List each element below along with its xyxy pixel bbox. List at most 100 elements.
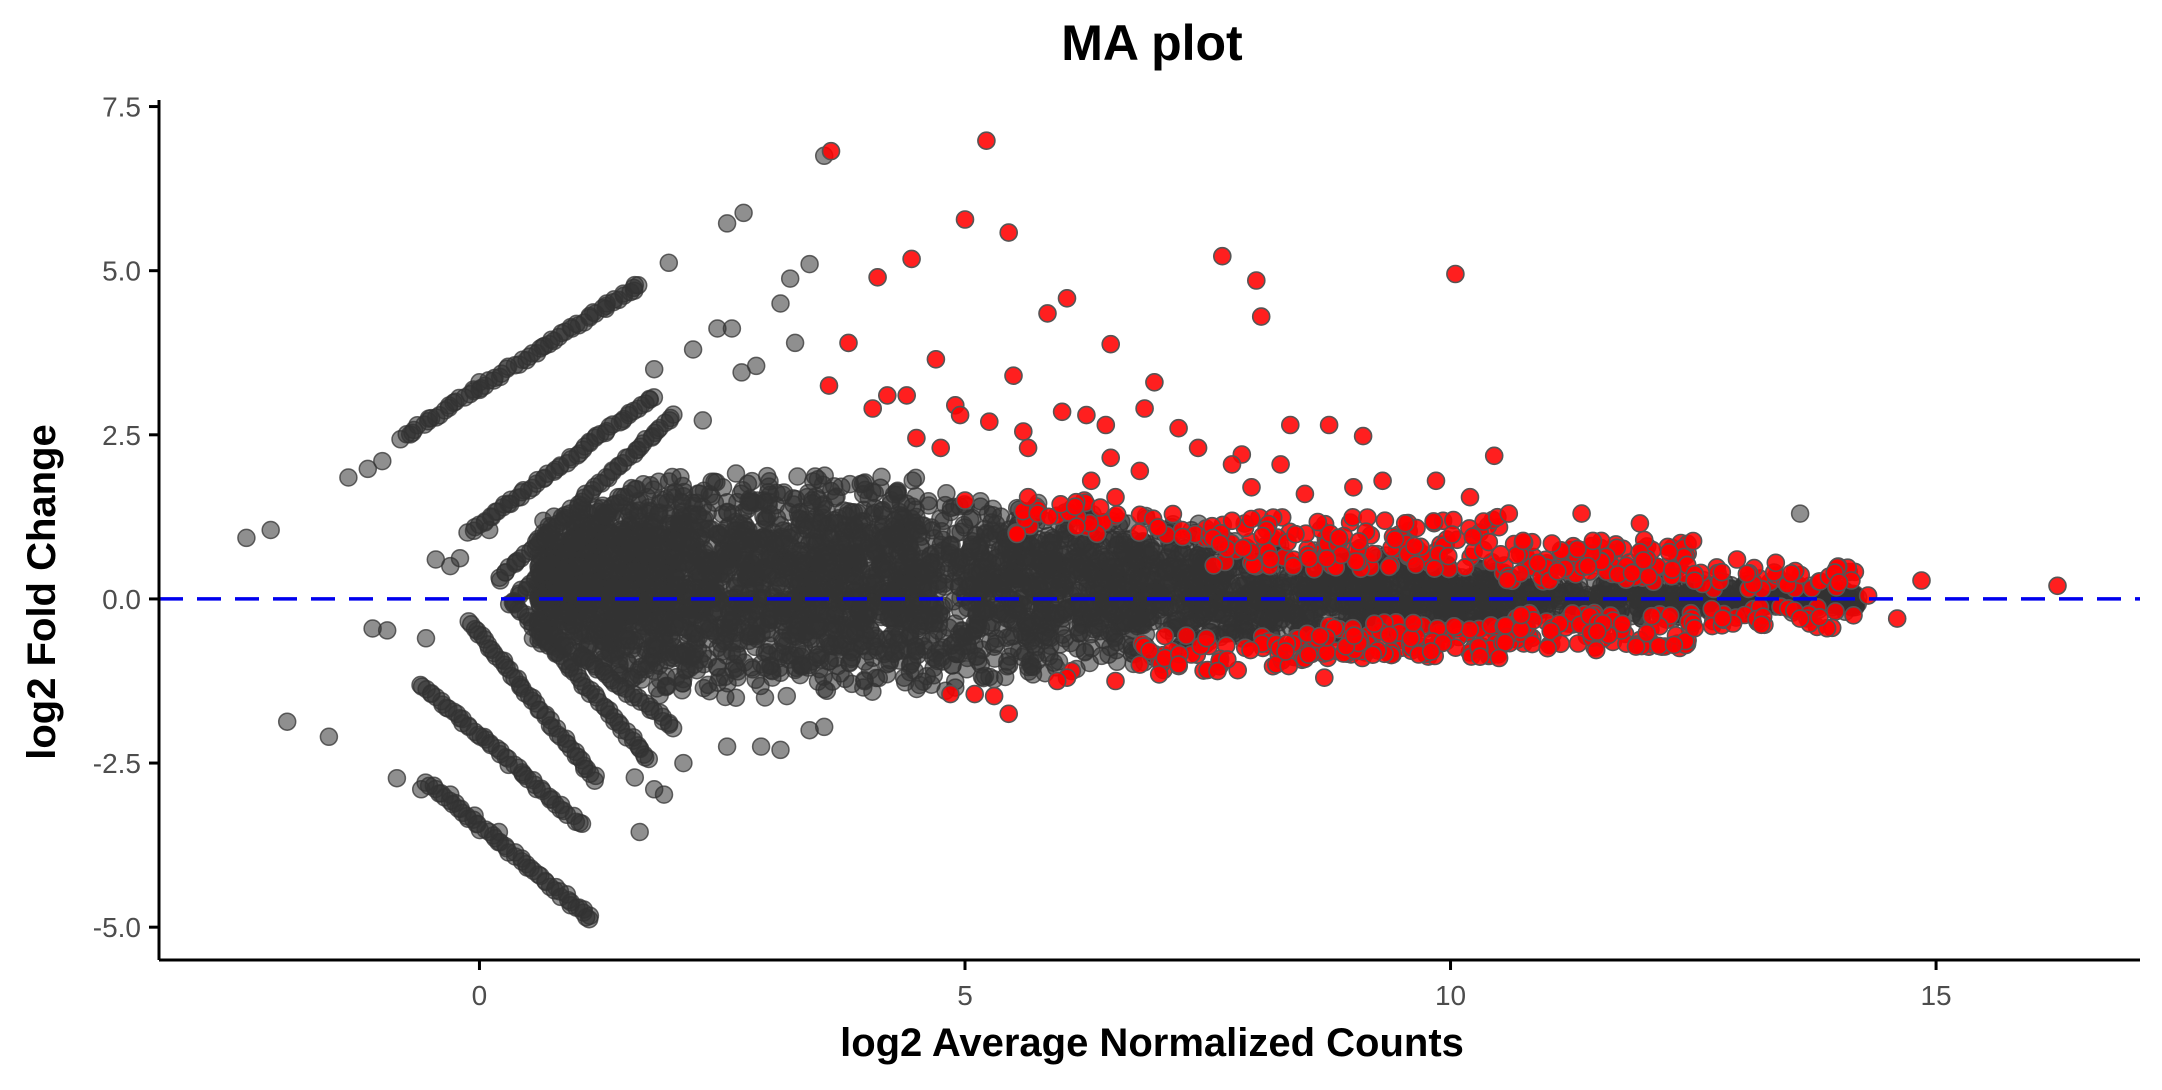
data-point xyxy=(576,573,596,593)
data-point xyxy=(644,388,664,407)
data-point xyxy=(954,515,973,535)
data-point xyxy=(909,559,929,578)
data-point xyxy=(932,521,951,541)
data-point xyxy=(780,528,799,548)
data-point xyxy=(1137,586,1157,606)
data-point xyxy=(790,562,809,582)
data-point xyxy=(855,652,875,671)
data-point xyxy=(1142,542,1162,561)
data-point xyxy=(864,575,883,594)
data-point xyxy=(840,474,860,494)
data-point xyxy=(755,658,775,678)
data-point xyxy=(673,476,693,496)
data-point xyxy=(919,496,939,515)
data-point xyxy=(618,543,637,563)
data-point xyxy=(995,572,1014,592)
data-point xyxy=(1107,632,1126,652)
data-point xyxy=(808,597,827,617)
data-point xyxy=(601,618,620,638)
data-point xyxy=(788,467,807,486)
data-point xyxy=(764,534,784,554)
data-point xyxy=(616,601,635,621)
data-point xyxy=(559,605,579,624)
series-not-significant xyxy=(237,146,1868,929)
data-point xyxy=(738,474,758,494)
data-point xyxy=(855,625,875,644)
data-point xyxy=(1078,598,1098,618)
data-point xyxy=(865,498,885,518)
data-point xyxy=(842,674,862,694)
data-point xyxy=(1173,564,1192,583)
data-point xyxy=(663,718,683,738)
data-point xyxy=(721,611,741,630)
data-point xyxy=(823,620,843,640)
data-point xyxy=(950,644,969,663)
data-point xyxy=(713,542,733,561)
data-point xyxy=(822,578,841,598)
data-point xyxy=(1121,608,1140,628)
data-point xyxy=(1039,540,1058,560)
data-point xyxy=(805,467,825,486)
data-point xyxy=(998,652,1017,671)
data-point xyxy=(632,602,651,621)
data-point xyxy=(735,531,754,550)
data-point xyxy=(961,576,980,595)
data-point xyxy=(678,554,698,574)
data-point xyxy=(865,544,885,563)
data-point xyxy=(1167,611,1187,630)
data-point xyxy=(1359,591,1378,610)
data-point xyxy=(827,487,846,506)
data-point xyxy=(847,551,866,571)
data-point xyxy=(716,687,735,707)
data-point xyxy=(678,537,697,556)
data-point xyxy=(671,645,691,665)
data-point xyxy=(639,749,659,769)
data-point xyxy=(937,484,956,503)
data-point xyxy=(720,558,740,577)
data-point xyxy=(981,618,1001,637)
data-point xyxy=(672,492,691,512)
data-point xyxy=(991,522,1010,541)
data-point xyxy=(751,676,770,696)
data-point xyxy=(760,636,779,655)
data-point xyxy=(962,531,982,551)
data-point xyxy=(1434,598,1454,618)
data-point xyxy=(972,667,992,687)
data-point xyxy=(865,483,885,503)
data-point xyxy=(750,546,770,566)
data-point xyxy=(634,538,653,558)
data-point xyxy=(1297,578,1317,598)
data-point xyxy=(832,636,852,656)
data-point xyxy=(694,678,714,698)
data-point xyxy=(1449,585,1468,605)
data-point xyxy=(647,679,667,698)
data-point xyxy=(646,526,666,545)
data-point xyxy=(869,668,889,688)
data-point xyxy=(611,527,631,547)
data-point xyxy=(814,667,833,686)
data-point xyxy=(995,604,1015,623)
data-point xyxy=(645,636,664,656)
data-point xyxy=(740,618,759,637)
data-point xyxy=(1104,557,1124,577)
data-point xyxy=(777,686,797,706)
data-point xyxy=(912,516,932,535)
data-point xyxy=(1023,551,1042,571)
data-point xyxy=(725,578,744,598)
data-point xyxy=(726,464,746,483)
data-point xyxy=(578,604,597,624)
data-point xyxy=(1200,599,1219,619)
data-point xyxy=(761,504,780,524)
data-point xyxy=(665,617,685,637)
data-point xyxy=(995,667,1015,687)
data-point xyxy=(903,471,922,490)
data-point xyxy=(1261,607,1281,626)
data-point xyxy=(941,502,960,522)
data-point xyxy=(572,814,592,834)
data-point xyxy=(933,652,952,671)
data-point xyxy=(687,660,707,680)
data-point xyxy=(757,466,777,486)
data-point xyxy=(748,601,768,621)
data-point xyxy=(884,644,903,664)
